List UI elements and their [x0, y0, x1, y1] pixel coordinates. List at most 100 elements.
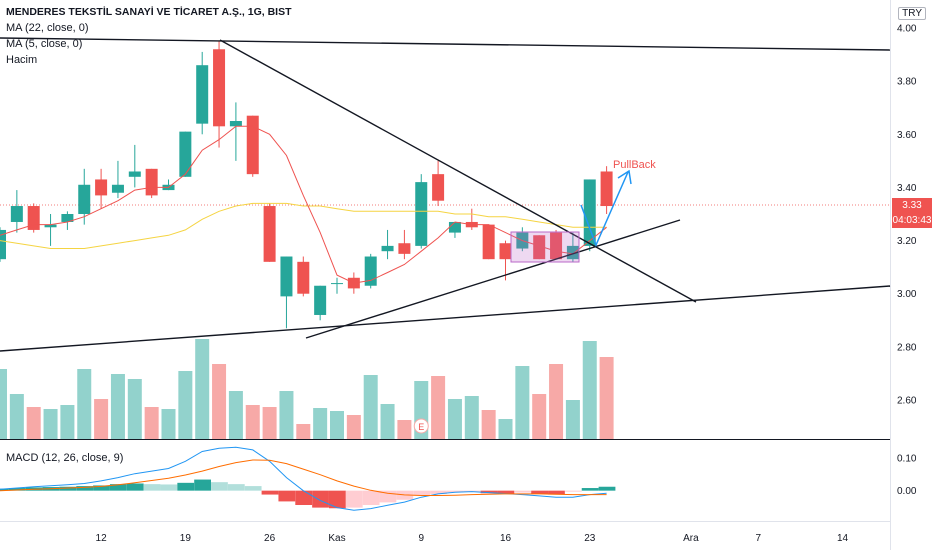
macd-histogram-bar: [581, 488, 599, 491]
macd-histogram-bar: [0, 488, 9, 491]
candles: [0, 41, 613, 329]
price-tick-label: 3.20: [897, 236, 917, 247]
macd-legend[interactable]: MACD (12, 26, close, 9): [6, 452, 124, 464]
ma5-line: [0, 125, 607, 284]
macd-histogram-bar: [329, 490, 346, 509]
candle-body: [246, 115, 259, 175]
macd-histogram-bar: [177, 482, 195, 491]
axes: 2.60 2.80 3.00 3.20 3.40 3.60 3.80 4.00 0.00 0.10…: [96, 24, 917, 545]
volume-bar: [515, 366, 530, 439]
volume-bar: [245, 405, 260, 439]
candle-body: [331, 283, 343, 285]
candle-body: [364, 256, 377, 286]
macd-histogram-bar: [379, 490, 397, 503]
macd-histogram-bar: [564, 490, 582, 492]
ascending-trendline: [305, 219, 681, 339]
time-tick-label: 14: [837, 533, 849, 544]
candle-body: [448, 221, 461, 233]
volume-bar: [599, 357, 614, 439]
time-tick-label: 23: [584, 533, 596, 544]
time-tick-label: 12: [96, 533, 108, 544]
current-price-label: 3.33: [892, 198, 932, 213]
price-tick-label: 2.60: [897, 396, 917, 407]
macd-histogram-bar: [93, 485, 110, 491]
volume-bar: [127, 379, 142, 439]
macd-histogram-bar: [194, 479, 211, 491]
macd-histogram-bar: [446, 490, 464, 493]
pullback-label: PullBack: [613, 159, 656, 171]
macd-histogram-bar: [295, 490, 313, 505]
candle-body: [179, 131, 192, 177]
time-tick-label: 26: [264, 533, 276, 544]
macd-histogram-bar: [76, 486, 94, 491]
macd-histogram-bar: [413, 490, 431, 496]
earnings-event-marker: [413, 418, 429, 434]
volume-bar: [431, 376, 446, 439]
candle-body: [229, 121, 242, 127]
candle-body: [196, 65, 209, 124]
price-tick-label: 4.00: [897, 24, 917, 35]
currency-badge[interactable]: TRY: [898, 7, 926, 20]
macd-histogram-bar: [480, 490, 498, 494]
candle-body: [381, 245, 394, 252]
ma5-legend[interactable]: MA (5, close, 0): [6, 38, 83, 50]
consolidation-box: [510, 231, 580, 263]
candle-body: [213, 49, 226, 127]
macd-tick-label: 0.00: [897, 486, 917, 497]
macd-signal-line: [0, 459, 607, 496]
candle-body: [10, 206, 23, 222]
price-tick-label: 3.00: [897, 289, 917, 300]
volume-bar: [144, 407, 159, 439]
volume-bar: [195, 339, 210, 439]
volume-bar: [296, 424, 311, 439]
macd-histogram-bar: [211, 482, 228, 491]
candle-body: [95, 179, 108, 196]
candle-body: [600, 171, 613, 207]
price-tick-label: 2.80: [897, 342, 917, 353]
time-tick-label: 9: [418, 533, 424, 544]
volume-bar: [397, 420, 412, 439]
volume-bar: [380, 404, 395, 439]
macd-histogram-bar: [244, 486, 262, 491]
candle-body: [314, 285, 327, 315]
volume-legend[interactable]: Hacim: [6, 54, 38, 66]
pullback-arrow-head: [617, 169, 632, 185]
volume-bar: [363, 375, 378, 439]
candle-body: [111, 184, 124, 193]
volume-bar: [313, 408, 328, 439]
volume-bar: [9, 394, 24, 439]
descending-trendline: [219, 39, 697, 303]
macd-histogram-bar: [278, 490, 296, 502]
candle-body: [533, 235, 546, 260]
volume-bar: [60, 405, 75, 439]
earnings-event-label: E: [418, 422, 424, 432]
candle-body: [499, 243, 512, 260]
macd-histogram-bar: [143, 484, 161, 491]
macd-histogram-bar: [126, 483, 144, 491]
volume-bar: [228, 391, 243, 439]
price-tick-label: 3.40: [897, 183, 917, 194]
bar-countdown-label: 04:03:43: [892, 213, 932, 228]
macd-histogram-bar: [312, 490, 329, 508]
volume-bar: [565, 400, 580, 439]
macd-tick-label: 0.10: [897, 454, 917, 465]
candle-body: [566, 245, 579, 260]
candle-body: [398, 243, 411, 254]
candle-body: [583, 179, 596, 246]
ma22-legend[interactable]: MA (22, close, 0): [6, 22, 89, 34]
volume-bar: [330, 411, 344, 439]
macd-histogram-bar: [531, 490, 548, 494]
volume-bar: [94, 399, 109, 439]
time-tick-label: 16: [500, 533, 512, 544]
volume-bar: [447, 399, 462, 439]
time-tick-label: Kas: [328, 533, 345, 544]
resistance-line-top: [0, 37, 891, 51]
volume-bar: [161, 409, 176, 439]
candle-body: [415, 182, 428, 246]
macd-histogram-bar: [345, 490, 363, 508]
volume-bar: [346, 415, 361, 439]
ma22-path: [0, 202, 607, 249]
